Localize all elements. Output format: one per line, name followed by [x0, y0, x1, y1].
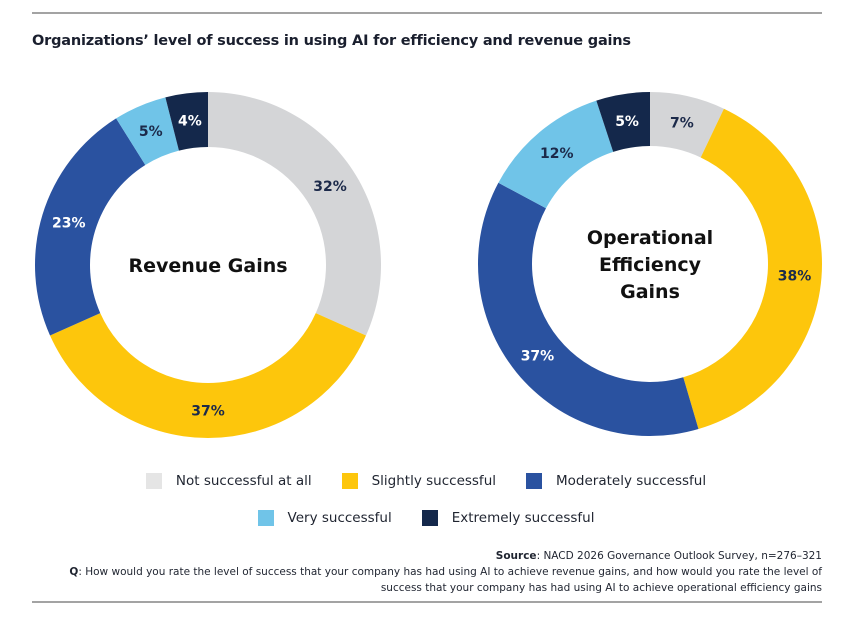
donut-operational-efficiency-gains: 7% 38% 37% 12% 5% Operational Efficiency Gains — [477, 92, 822, 437]
donut-charts: 32% 37% 23% 5% 4% Revenue Gains 7% 38% 37% 12% 5% O… — [34, 92, 822, 438]
slice-label-not-successful-at-all: 32% — [313, 179, 347, 195]
legend-swatch — [526, 473, 542, 489]
slice-label-very-successful: 5% — [139, 124, 163, 140]
donut-revenue-gains: 32% 37% 23% 5% 4% Revenue Gains — [34, 92, 381, 438]
slice-moderately-successful — [34, 118, 146, 336]
slice-label-not-successful-at-all: 7% — [670, 116, 694, 132]
slice-label-moderately-successful: 37% — [521, 348, 555, 364]
slice-label-very-successful: 12% — [540, 146, 574, 162]
center-label: Revenue Gains — [128, 255, 287, 277]
bottom-divider — [32, 601, 822, 603]
slice-very-successful — [498, 100, 614, 209]
slice-very-successful — [116, 97, 179, 166]
center-label: Operational — [587, 227, 713, 249]
slice-extremely-successful — [165, 92, 208, 151]
slice-label-extremely-successful: 4% — [178, 114, 202, 130]
slice-label-slightly-successful: 37% — [191, 404, 225, 420]
source-text: : NACD 2026 Governance Outlook Survey, n… — [536, 550, 822, 562]
legend-item-extremely-successful: Extremely successful — [421, 510, 595, 526]
legend-row-2: Very successful Extremely successful — [0, 510, 852, 526]
legend-label: Very successful — [287, 510, 392, 526]
legend-item-slightly-successful: Slightly successful — [341, 473, 496, 489]
question-note: Q: How would you rate the level of succe… — [32, 564, 822, 596]
legend-swatch — [421, 510, 438, 526]
legend-item-very-successful: Very successful — [257, 510, 392, 526]
legend-item-moderately-successful: Moderately successful — [526, 473, 706, 489]
legend-label: Not successful at all — [175, 473, 312, 489]
slice-moderately-successful — [477, 182, 699, 437]
center-label: Efficiency — [599, 254, 702, 276]
legend-swatch — [341, 473, 358, 489]
source-note: Source: NACD 2026 Governance Outlook Sur… — [496, 548, 822, 564]
slice-not-successful-at-all — [650, 92, 724, 158]
slice-label-moderately-successful: 23% — [52, 216, 86, 232]
question-text: : How would you rate the level of succes… — [78, 566, 822, 594]
slice-extremely-successful — [596, 92, 650, 152]
slice-slightly-successful — [50, 313, 366, 438]
top-divider — [32, 12, 822, 14]
legend-row-1: Not successful at all Slightly successful… — [0, 473, 852, 489]
legend-item-not-successful-at-all: Not successful at all — [145, 473, 312, 489]
slice-not-successful-at-all — [208, 92, 381, 336]
chart-title: Organizations’ level of success in using… — [32, 33, 631, 49]
legend-label: Slightly successful — [371, 473, 496, 489]
source-label: Source — [495, 550, 537, 562]
legend-label: Moderately successful — [556, 473, 707, 489]
slice-label-slightly-successful: 38% — [778, 268, 812, 284]
legend-label: Extremely successful — [451, 510, 595, 526]
center-label: Gains — [620, 281, 680, 303]
legend-swatch — [257, 510, 274, 526]
question-label: Q — [69, 566, 79, 578]
legend-swatch — [145, 473, 162, 489]
slice-label-extremely-successful: 5% — [615, 114, 639, 130]
slice-slightly-successful — [683, 108, 822, 430]
